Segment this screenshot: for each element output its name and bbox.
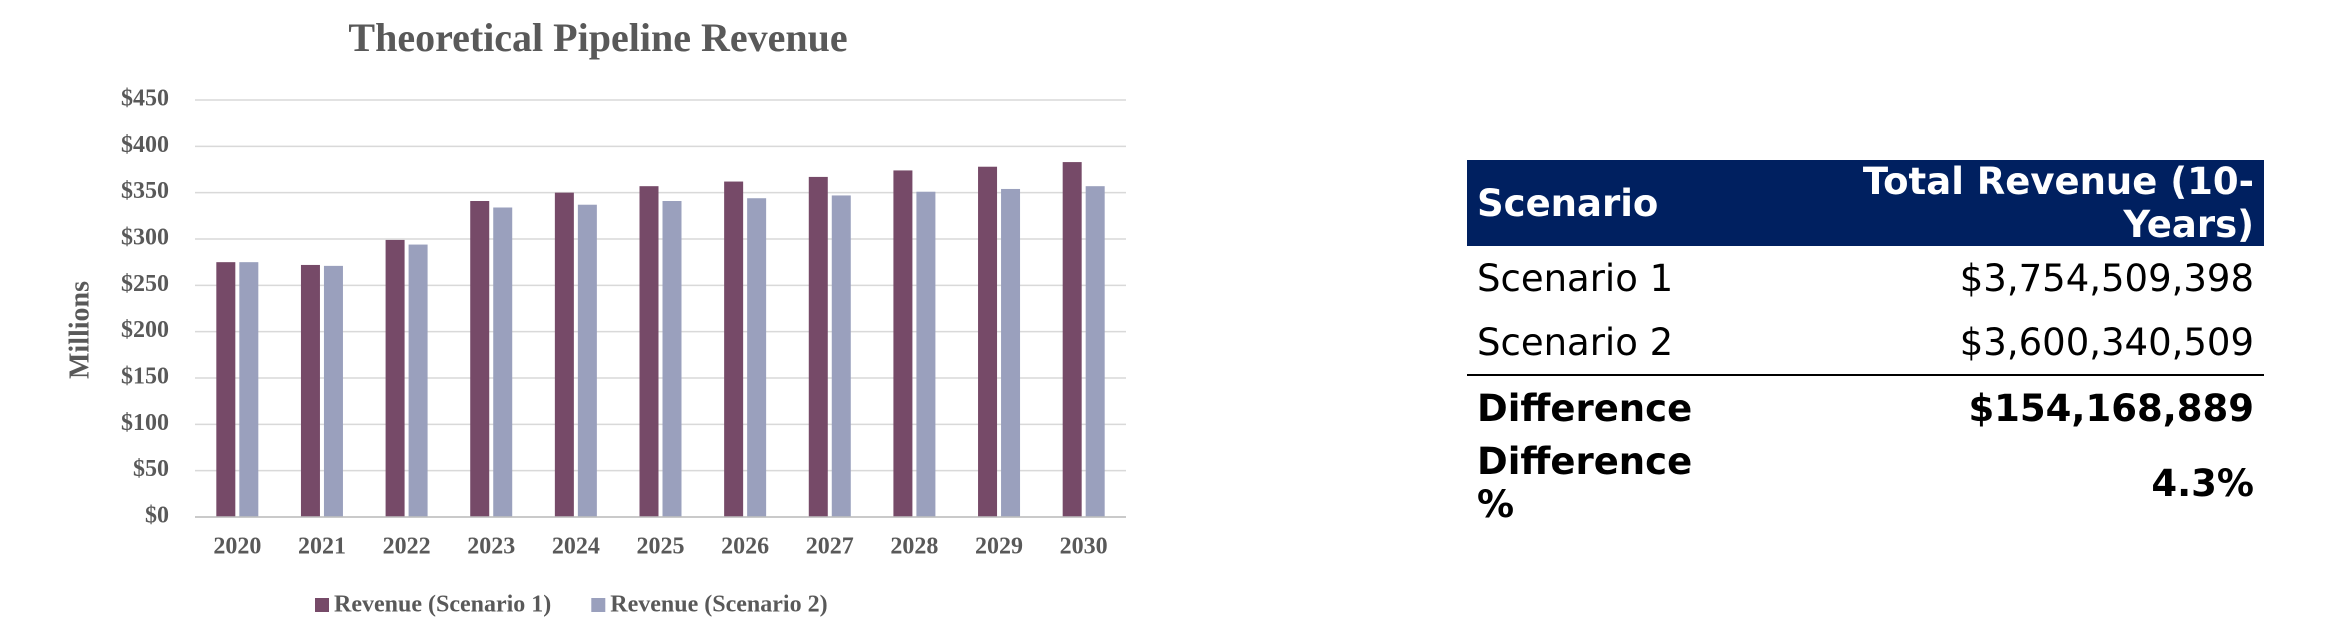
bar <box>300 264 320 517</box>
bar <box>554 192 574 517</box>
cell: $3,754,509,398 <box>1959 256 2254 300</box>
bar <box>747 198 767 517</box>
cell: Difference <box>1467 374 1748 440</box>
y-tick-label: $50 <box>133 456 169 482</box>
cell: Scenario 2 <box>1477 320 1674 364</box>
x-tick-label: 2025 <box>637 534 685 560</box>
y-tick-label: $350 <box>121 178 169 204</box>
summary-table: Scenario Total Revenue (10-Years) Scenar… <box>1467 160 2264 526</box>
x-tick-label: 2028 <box>890 534 938 560</box>
y-tick-label: $250 <box>121 271 169 297</box>
y-tick-label: $400 <box>121 132 169 158</box>
bar <box>639 186 659 517</box>
bar <box>831 195 851 518</box>
x-tick-label: 2020 <box>213 534 261 560</box>
bar <box>408 244 428 517</box>
x-tick-label: 2030 <box>1060 534 1108 560</box>
y-tick-label: $100 <box>121 410 169 436</box>
cell: $154,168,889 <box>1747 374 2264 440</box>
chart: Theoretical Pipeline Revenue Millions $0… <box>64 15 1126 618</box>
header-cell: Total Revenue (10-Years) <box>1747 160 2264 246</box>
row: Scenario 2 $3,600,340,509 <box>1467 310 2264 375</box>
y-tick-label: $0 <box>145 503 169 529</box>
header-cell: Scenario <box>1467 160 1748 246</box>
x-tick-label: 2029 <box>975 534 1023 560</box>
bar <box>978 166 998 517</box>
bar <box>493 207 513 517</box>
y-tick-label: $150 <box>121 364 169 390</box>
bar <box>808 176 828 517</box>
y-tick-label: $300 <box>121 225 169 251</box>
cell: Scenario 1 <box>1477 256 1674 300</box>
bar <box>1001 188 1021 517</box>
bar <box>385 239 405 517</box>
x-tick-label: 2026 <box>721 534 769 560</box>
x-tick-label: 2027 <box>806 534 854 560</box>
x-tick-label: 2021 <box>298 534 346 560</box>
bar <box>577 204 597 518</box>
y-tick-label: $450 <box>121 86 169 112</box>
bar <box>470 201 490 518</box>
legend-label: Revenue (Scenario 2) <box>610 592 827 618</box>
bar <box>724 181 744 517</box>
row: Difference $154,168,889 <box>1467 374 2264 440</box>
legend-swatch <box>315 598 329 612</box>
x-tick-label: 2024 <box>552 534 600 560</box>
row: Scenario 1 $3,754,509,398 <box>1467 246 2264 310</box>
bar <box>662 201 682 518</box>
bar <box>1085 186 1105 517</box>
legend-swatch <box>591 598 606 612</box>
legend-label: Revenue (Scenario 1) <box>334 592 551 618</box>
y-tick-label: $200 <box>121 317 169 343</box>
bar <box>323 265 343 517</box>
chart-title: Theoretical Pipeline Revenue <box>348 15 847 60</box>
header-row: Scenario Total Revenue (10-Years) <box>1467 160 2264 246</box>
bar <box>216 262 236 517</box>
bar <box>893 170 913 517</box>
bar <box>916 191 936 518</box>
x-tick-label: 2023 <box>467 534 515 560</box>
bar <box>1062 162 1082 517</box>
bar <box>239 262 259 517</box>
y-axis-label: Millions <box>64 281 95 379</box>
x-tick-label: 2022 <box>383 534 431 560</box>
row: Difference % 4.3% <box>1467 440 2264 526</box>
cell: 4.3% <box>2151 461 2254 505</box>
cell: Difference % <box>1477 440 1693 526</box>
cell: $3,600,340,509 <box>1959 320 2254 364</box>
